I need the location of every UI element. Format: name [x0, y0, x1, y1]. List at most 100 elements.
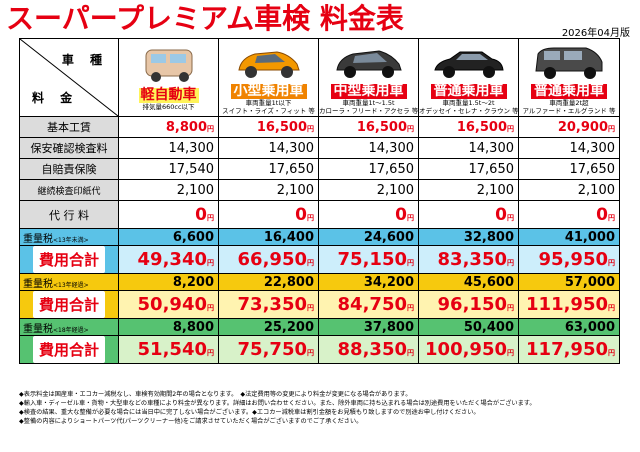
- total-cell: 96,150円: [418, 290, 519, 319]
- car-column-4: 普通乗用車 車両重量2t超 アルファード・エルグランド 等: [518, 38, 620, 117]
- fee-cell: 17,650: [418, 158, 519, 180]
- fee-cell: 0円: [518, 200, 620, 229]
- weight-tax-cell: 41,000: [518, 228, 620, 246]
- footnote: ◆整備の内容によりショートパーツ代(パーツクリーナー他)をご請求させていただく場…: [19, 418, 363, 425]
- fee-cell: 16,500円: [218, 116, 319, 138]
- fee-row-insurance: 自賠責保険 17,540 17,650 17,650 17,650 17,650: [19, 158, 620, 180]
- weight-tax-cell: 25,200: [218, 318, 319, 336]
- total-cell: 66,950円: [218, 245, 319, 274]
- minivan-car-icon: [535, 47, 603, 79]
- fee-cell: 16,500円: [418, 116, 519, 138]
- fee-cell: 17,650: [318, 158, 419, 180]
- car-column-2: 中型乗用車 車両重量1t～1.5t カローラ・フリード・アクセラ 等: [318, 38, 419, 117]
- weight-tax-cell: 32,800: [418, 228, 519, 246]
- row-label: 継続検査印紙代: [19, 179, 119, 201]
- fee-cell: 14,300: [118, 137, 219, 159]
- weight-tax-cell: 37,800: [318, 318, 419, 336]
- page-title: スーパープレミアム車検 料金表: [6, 2, 404, 35]
- fee-cell: 0円: [218, 200, 319, 229]
- weight-tax-label: 重量税<18年経過>: [19, 318, 119, 336]
- total-label: 費用合計: [19, 335, 119, 364]
- car-column-3: 普通乗用車 車両重量1.5t～2t オデッセイ・セレナ・クラウン 等: [418, 38, 519, 117]
- vehicle-header-row: 車 種 料 金 軽自動車 排気量660cc以下 小型乗用車 車両重量1t以下 スイ…: [19, 38, 620, 117]
- footnotes: ◆表示料金は国産車・エコカー減税なし、車検有効期間2年の場合となります。 ◆法定…: [19, 390, 619, 445]
- weight-tax-cell: 57,000: [518, 273, 620, 291]
- weight-tax-row-over18: 重量税<18年経過> 8,800 25,200 37,800 50,400 63…: [19, 318, 620, 336]
- total-cell: 95,950円: [518, 245, 620, 274]
- midsize-car-icon: [335, 50, 402, 78]
- weight-tax-cell: 24,600: [318, 228, 419, 246]
- row-label: 代 行 料: [19, 200, 119, 229]
- car-note: 車両重量1t以下 スイフト・ライズ・フィット 等: [222, 99, 315, 115]
- total-cell: 50,940円: [118, 290, 219, 319]
- total-label: 費用合計: [19, 245, 119, 274]
- diagonal-line: [20, 39, 118, 116]
- total-cell: 75,750円: [218, 335, 319, 364]
- fee-cell: 14,300: [218, 137, 319, 159]
- car-type-label: 小型乗用車: [230, 84, 307, 99]
- fee-cell: 0円: [418, 200, 519, 229]
- total-cell: 49,340円: [118, 245, 219, 274]
- fee-row-inspection: 保安確認検査料 14,300 14,300 14,300 14,300 14,3…: [19, 137, 620, 159]
- fee-label: 料 金: [32, 91, 79, 105]
- car-note: 車両重量1.5t～2t オデッセイ・セレナ・クラウン 等: [419, 99, 519, 115]
- fee-cell: 2,100: [418, 179, 519, 201]
- footnote: ◆輸入車・ディーゼル車・貨物・大型車などの車種により料金が異なります。詳細はお問…: [19, 400, 536, 407]
- total-cell: 83,350円: [418, 245, 519, 274]
- weight-tax-cell: 50,400: [418, 318, 519, 336]
- fee-cell: 2,100: [518, 179, 620, 201]
- weight-tax-label: 重量税<13年経過>: [19, 273, 119, 291]
- car-column-0: 軽自動車 排気量660cc以下: [118, 38, 219, 117]
- weight-tax-label: 重量税<13年未満>: [19, 228, 119, 246]
- fee-cell: 0円: [118, 200, 219, 229]
- total-cell: 75,150円: [318, 245, 419, 274]
- total-cell: 73,350円: [218, 290, 319, 319]
- row-label: 保安確認検査料: [19, 137, 119, 159]
- weight-tax-cell: 6,600: [118, 228, 219, 246]
- fee-cell: 2,100: [118, 179, 219, 201]
- weight-tax-cell: 22,800: [218, 273, 319, 291]
- footnote: ◆表示料金は国産車・エコカー減税なし、車検有効期間2年の場合となります。 ◆法定…: [19, 391, 412, 398]
- total-row-under13: 費用合計 49,340円 66,950円 75,150円 83,350円 95,…: [19, 245, 620, 274]
- fee-cell: 16,500円: [318, 116, 419, 138]
- total-label: 費用合計: [19, 290, 119, 319]
- fee-cell: 8,800円: [118, 116, 219, 138]
- fee-cell: 14,300: [518, 137, 620, 159]
- total-cell: 51,540円: [118, 335, 219, 364]
- kei-car-icon: [145, 49, 192, 82]
- fee-cell: 20,900円: [518, 116, 620, 138]
- total-cell: 88,350円: [318, 335, 419, 364]
- weight-tax-cell: 16,400: [218, 228, 319, 246]
- fee-cell: 0円: [318, 200, 419, 229]
- fee-row-agency: 代 行 料 0円 0円 0円 0円 0円: [19, 200, 620, 229]
- total-cell: 117,950円: [518, 335, 620, 364]
- fee-cell: 17,650: [518, 158, 620, 180]
- car-note: 車両重量1t～1.5t カローラ・フリード・アクセラ 等: [319, 99, 419, 115]
- row-label: 基本工賃: [19, 116, 119, 138]
- sedan-car-icon: [433, 51, 504, 78]
- fee-cell: 14,300: [418, 137, 519, 159]
- fee-cell: 14,300: [318, 137, 419, 159]
- fee-cell: 2,100: [318, 179, 419, 201]
- edition-date: 2026年04月版: [561, 28, 630, 39]
- total-cell: 84,750円: [318, 290, 419, 319]
- weight-tax-cell: 45,600: [418, 273, 519, 291]
- weight-tax-cell: 8,200: [118, 273, 219, 291]
- compact-car-icon: [237, 51, 300, 78]
- weight-tax-row-over13: 重量税<13年経過> 8,200 22,800 34,200 45,600 57…: [19, 273, 620, 291]
- total-row-over18: 費用合計 51,540円 75,750円 88,350円 100,950円 11…: [19, 335, 620, 364]
- weight-tax-cell: 8,800: [118, 318, 219, 336]
- price-table: 車 種 料 金 軽自動車 排気量660cc以下 小型乗用車 車両重量1t以下 スイ…: [19, 38, 620, 364]
- fee-cell: 17,540: [118, 158, 219, 180]
- fee-cell: 2,100: [218, 179, 319, 201]
- total-cell: 111,950円: [518, 290, 620, 319]
- fee-row-basic: 基本工賃 8,800円 16,500円 16,500円 16,500円 20,9…: [19, 116, 620, 138]
- vehicle-label: 車 種: [61, 53, 108, 67]
- total-row-over13: 費用合計 50,940円 73,350円 84,750円 96,150円 111…: [19, 290, 620, 319]
- car-type-label: 普通乗用車: [430, 84, 507, 99]
- car-note: 排気量660cc以下: [142, 103, 195, 111]
- fee-cell: 17,650: [218, 158, 319, 180]
- weight-tax-cell: 34,200: [318, 273, 419, 291]
- car-type-label: 中型乗用車: [330, 84, 407, 99]
- footnote: ◆検査の結果、重大な整備が必要な場合には当日中に完了しない場合がございます。◆エ…: [19, 409, 480, 416]
